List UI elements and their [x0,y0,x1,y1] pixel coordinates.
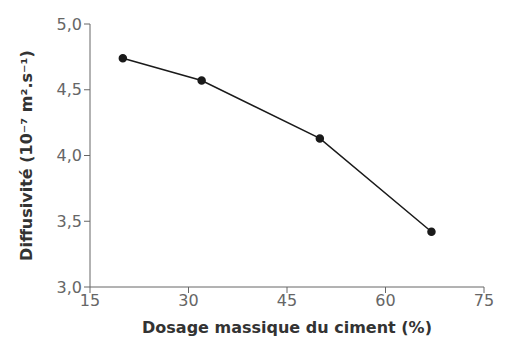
svg-text:Diffusivité (10⁻⁷ m².s⁻¹): Diffusivité (10⁻⁷ m².s⁻¹) [17,50,36,261]
svg-text:45: 45 [277,291,297,310]
svg-text:75: 75 [474,291,494,310]
svg-text:3,0: 3,0 [57,278,82,297]
svg-text:15: 15 [80,291,100,310]
svg-text:Dosage massique du ciment (%): Dosage massique du ciment (%) [142,318,432,337]
svg-text:3,5: 3,5 [57,212,82,231]
svg-text:4,0: 4,0 [57,146,82,165]
svg-text:60: 60 [375,291,395,310]
svg-text:30: 30 [178,291,198,310]
svg-text:5,0: 5,0 [57,15,82,34]
svg-text:4,5: 4,5 [57,80,82,99]
